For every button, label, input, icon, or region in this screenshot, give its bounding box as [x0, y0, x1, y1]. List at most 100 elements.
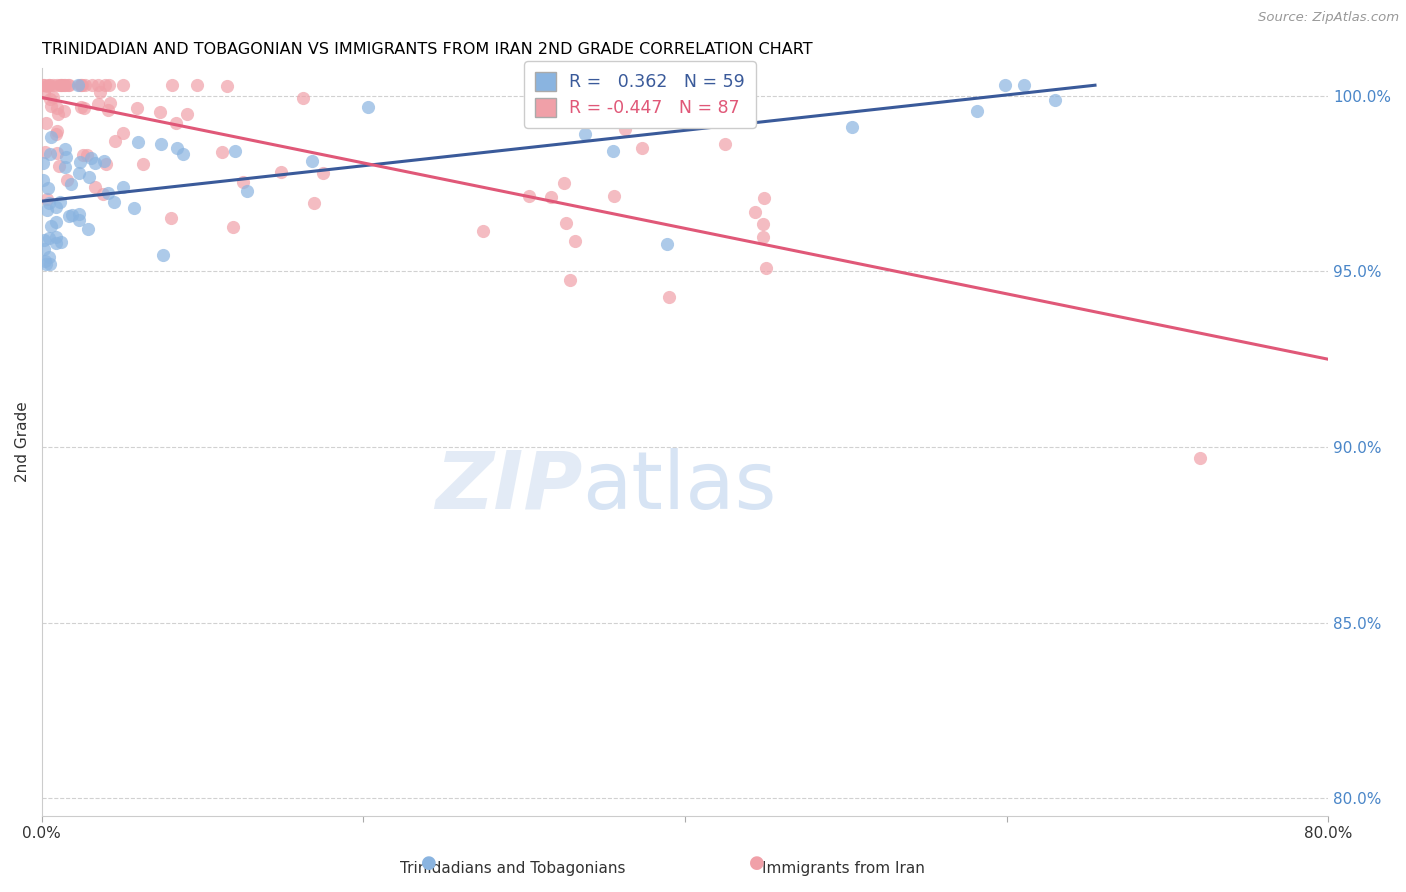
Point	[48, 159, 70, 173]
Point	[39, 99, 62, 113]
Text: Immigrants from Iran: Immigrants from Iran	[762, 861, 925, 876]
Point	[176, 107, 198, 121]
Point	[152, 247, 174, 261]
Point	[235, 184, 257, 198]
Point	[752, 217, 775, 231]
Point	[98, 78, 121, 93]
Point	[93, 153, 115, 168]
Point	[49, 78, 72, 93]
Point	[34, 253, 56, 268]
Point	[713, 136, 735, 151]
Point	[53, 160, 76, 174]
Point	[53, 142, 76, 156]
Point	[150, 136, 173, 151]
Point	[39, 92, 62, 106]
Point	[564, 235, 586, 249]
Point	[540, 189, 562, 203]
Point	[292, 90, 315, 104]
Point	[966, 103, 988, 118]
Point	[553, 176, 575, 190]
Point	[67, 212, 90, 227]
Point	[87, 96, 110, 111]
Text: atlas: atlas	[582, 448, 776, 525]
Point	[35, 257, 58, 271]
Point	[32, 173, 55, 187]
Point	[165, 115, 187, 129]
Text: Trinidadians and Tobagonians: Trinidadians and Tobagonians	[401, 861, 626, 876]
Point	[67, 165, 90, 179]
Point	[31, 156, 53, 170]
Point	[45, 236, 67, 251]
Text: ●: ●	[748, 855, 765, 872]
Point	[45, 215, 67, 229]
Point	[32, 78, 55, 93]
Point	[39, 147, 62, 161]
Point	[89, 85, 111, 99]
Point	[82, 78, 104, 93]
Point	[97, 186, 120, 200]
Point	[49, 78, 72, 93]
Point	[614, 121, 637, 136]
Point	[42, 90, 65, 104]
Point	[66, 78, 89, 93]
Text: Source: ZipAtlas.com: Source: ZipAtlas.com	[1258, 11, 1399, 24]
Point	[46, 145, 69, 160]
Point	[38, 230, 60, 244]
Point	[111, 179, 134, 194]
Point	[127, 135, 149, 149]
Point	[46, 124, 69, 138]
Point	[37, 181, 59, 195]
Point	[301, 153, 323, 168]
Point	[127, 101, 149, 115]
Point	[72, 147, 94, 161]
Legend: R =   0.362   N = 59, R = -0.447   N = 87: R = 0.362 N = 59, R = -0.447 N = 87	[524, 62, 755, 128]
Point	[38, 250, 60, 264]
Point	[655, 237, 678, 252]
Point	[221, 219, 243, 234]
Point	[31, 78, 53, 93]
Point	[172, 146, 194, 161]
Point	[59, 177, 82, 191]
Point	[69, 154, 91, 169]
Point	[112, 78, 135, 93]
Point	[45, 230, 67, 244]
Point	[55, 150, 77, 164]
Point	[53, 78, 76, 93]
Point	[560, 273, 582, 287]
Point	[658, 289, 681, 303]
Point	[356, 100, 378, 114]
Point	[41, 78, 63, 93]
Point	[744, 204, 766, 219]
Point	[35, 202, 58, 217]
Point	[76, 148, 98, 162]
Point	[215, 78, 238, 93]
Point	[67, 207, 90, 221]
Point	[35, 116, 58, 130]
Point	[77, 222, 100, 236]
Point	[517, 189, 540, 203]
Point	[58, 209, 80, 223]
Point	[124, 201, 146, 215]
Point	[60, 208, 83, 222]
Point	[224, 145, 246, 159]
Point	[69, 78, 91, 93]
Point	[149, 104, 172, 119]
Point	[45, 200, 67, 214]
Point	[39, 130, 62, 145]
Point	[97, 103, 120, 117]
Point	[1043, 94, 1066, 108]
Point	[602, 145, 624, 159]
Point	[574, 127, 596, 141]
Point	[1188, 450, 1211, 465]
Point	[73, 78, 96, 93]
Point	[73, 101, 96, 115]
Point	[994, 78, 1017, 93]
Point	[160, 211, 183, 225]
Point	[32, 242, 55, 256]
Point	[38, 78, 60, 93]
Y-axis label: 2nd Grade: 2nd Grade	[15, 401, 30, 483]
Point	[104, 134, 127, 148]
Point	[304, 196, 326, 211]
Point	[98, 96, 121, 111]
Point	[32, 86, 55, 100]
